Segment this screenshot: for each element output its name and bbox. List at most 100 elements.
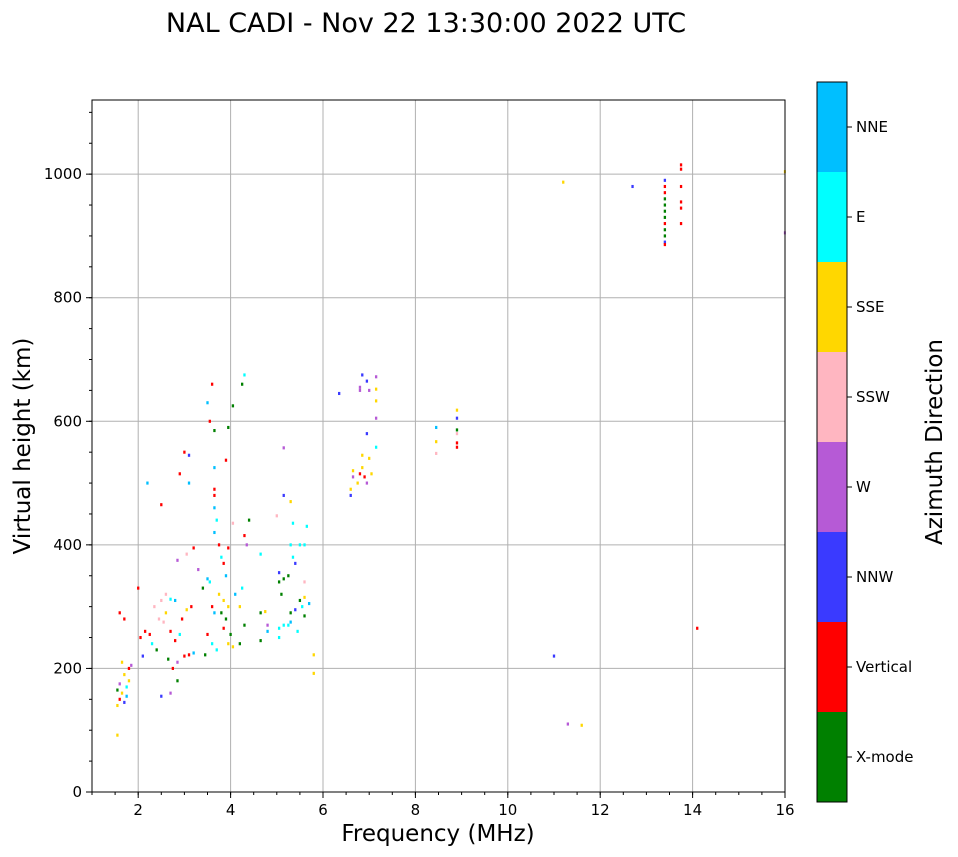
data-point	[178, 472, 181, 476]
data-point	[118, 682, 121, 686]
data-point	[631, 184, 634, 189]
data-point	[552, 654, 556, 658]
colorbar-tick-label: NNW	[856, 568, 893, 586]
data-point	[229, 632, 232, 636]
data-point	[240, 586, 244, 590]
data-point	[204, 653, 207, 657]
data-point	[247, 518, 251, 522]
data-point	[238, 605, 241, 609]
data-point	[139, 635, 142, 640]
data-point	[351, 469, 355, 473]
data-point	[663, 178, 667, 182]
data-point	[361, 466, 364, 470]
data-point	[351, 475, 355, 479]
data-point	[455, 428, 459, 432]
data-point	[374, 445, 378, 449]
data-point	[663, 203, 667, 207]
data-point	[176, 660, 179, 664]
x-tick-label: 2	[133, 801, 143, 819]
data-points	[116, 163, 786, 737]
data-point	[213, 487, 216, 491]
data-point	[125, 685, 128, 689]
data-point	[185, 608, 188, 612]
data-point	[118, 611, 121, 615]
data-point	[679, 222, 683, 226]
y-tick-label: 400	[53, 536, 82, 554]
data-point	[174, 639, 177, 643]
data-point	[435, 451, 438, 455]
x-tick-label: 8	[411, 801, 421, 819]
data-point	[245, 543, 248, 547]
data-point	[663, 184, 667, 189]
data-point	[277, 635, 281, 640]
colorbar-segment	[817, 532, 847, 622]
data-point	[663, 228, 667, 232]
data-point	[206, 632, 209, 636]
data-point	[222, 626, 225, 630]
data-point	[208, 580, 211, 584]
data-point	[183, 450, 186, 454]
colorbar-segment	[817, 82, 847, 172]
data-point	[435, 425, 438, 430]
data-point	[266, 629, 269, 633]
data-point	[361, 453, 364, 457]
data-point	[243, 534, 246, 538]
data-point	[146, 481, 149, 485]
data-point	[143, 629, 147, 633]
grid	[92, 100, 785, 792]
data-point	[213, 466, 216, 470]
data-point	[148, 632, 151, 636]
data-point	[580, 723, 583, 727]
data-point	[123, 617, 126, 621]
data-point	[338, 391, 341, 396]
data-point	[213, 429, 216, 433]
data-point	[160, 694, 163, 698]
data-point	[160, 503, 163, 507]
data-point	[282, 493, 285, 497]
data-point	[312, 671, 315, 675]
data-point	[127, 679, 131, 683]
data-point	[176, 558, 179, 562]
data-point	[231, 404, 235, 408]
data-point	[160, 598, 163, 603]
data-point	[679, 184, 683, 189]
colorbar-tick-label: NNE	[856, 118, 888, 136]
colorbar-tick-label: X-mode	[856, 748, 913, 766]
data-point	[374, 375, 378, 379]
data-point	[356, 481, 359, 485]
data-point	[282, 623, 285, 627]
data-point	[663, 197, 667, 201]
data-point	[259, 552, 262, 556]
data-point	[679, 200, 683, 204]
data-point	[231, 645, 235, 649]
data-point	[455, 416, 459, 420]
data-point	[187, 653, 191, 657]
data-point	[298, 543, 302, 547]
data-point	[187, 481, 191, 485]
data-point	[222, 561, 225, 565]
data-point	[174, 598, 177, 603]
data-point	[190, 605, 193, 609]
data-point	[210, 605, 214, 609]
data-point	[307, 602, 311, 606]
data-point	[192, 651, 195, 655]
x-tick-label: 12	[591, 801, 610, 819]
y-axis-label: Virtual height (km)	[10, 338, 36, 555]
data-point	[312, 653, 315, 657]
data-point	[224, 458, 228, 462]
data-point	[277, 626, 281, 630]
chart-title: NAL CADI - Nov 22 13:30:00 2022 UTC	[166, 8, 686, 39]
data-point	[291, 555, 295, 559]
data-point	[208, 419, 211, 423]
data-point	[291, 521, 295, 525]
colorbar-frame	[816, 81, 848, 803]
data-point	[162, 620, 165, 624]
data-point	[277, 571, 281, 575]
data-point	[374, 416, 378, 420]
data-point	[227, 425, 230, 430]
data-point	[130, 663, 133, 667]
data-point	[455, 445, 459, 449]
data-point	[243, 373, 246, 377]
data-point	[127, 666, 131, 670]
